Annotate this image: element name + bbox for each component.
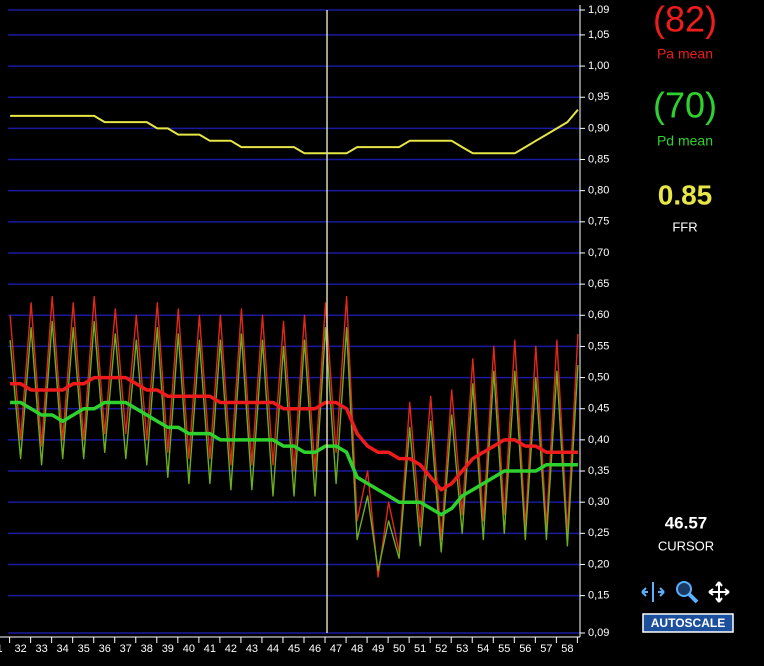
x-tick-label: 32 (14, 643, 26, 655)
series-line (10, 375, 578, 492)
x-tick-label: 37 (120, 643, 132, 655)
series-line (10, 400, 578, 517)
zoom-handle (687, 592, 699, 604)
readout-label: FFR (672, 219, 697, 234)
toolbar-icons (641, 581, 730, 604)
x-tick-label: 58 (561, 643, 573, 655)
x-tick-label: 45 (288, 643, 300, 655)
y-tick-label: 0,90 (588, 122, 609, 134)
x-tick-label: 40 (183, 643, 195, 655)
x-tick-label: 57 (540, 643, 552, 655)
cursor-value: 46.57 (665, 513, 708, 532)
y-tick-label: 1,00 (588, 60, 609, 72)
move-icon[interactable] (708, 581, 730, 603)
y-tick-label: 0,15 (588, 590, 609, 602)
x-tick-label: 47 (330, 643, 342, 655)
y-tick-label: 0,35 (588, 465, 609, 477)
autoscale-button[interactable] (642, 613, 734, 633)
x-tick-label: 51 (414, 643, 426, 655)
y-tick-label: 0,45 (588, 403, 609, 415)
y-tick-label: 0,40 (588, 434, 609, 446)
x-tick-label: 41 (204, 643, 216, 655)
x-tick-label: 36 (99, 643, 111, 655)
y-tick-label: 0,75 (588, 216, 609, 228)
pan-icon[interactable] (641, 582, 665, 602)
x-tick-label: 48 (351, 643, 363, 655)
x-tick-label: 56 (519, 643, 531, 655)
x-tick-label: 49 (372, 643, 384, 655)
zoom-icon[interactable] (676, 581, 692, 597)
x-tick-label: 54 (477, 643, 489, 655)
autoscale-label[interactable]: AUTOSCALE (651, 616, 725, 630)
readout-label: Pd mean (657, 133, 713, 149)
readout-value: (82) (653, 0, 717, 40)
y-tick-label: 0,70 (588, 247, 609, 259)
x-tick-label: 55 (498, 643, 510, 655)
y-tick-label: 0,50 (588, 371, 609, 383)
y-tick-label: 0,20 (588, 558, 609, 570)
y-tick-label: 0,09 (588, 627, 609, 639)
y-tick-label: 0,25 (588, 527, 609, 539)
x-tick-label: 53 (456, 643, 468, 655)
x-tick-label: 38 (141, 643, 153, 655)
y-tick-label: 1,05 (588, 29, 609, 41)
x-tick-label: 1 (0, 643, 3, 655)
x-tick-label: 42 (225, 643, 237, 655)
y-tick-label: 0,55 (588, 340, 609, 352)
y-tick-label: 0,80 (588, 185, 609, 197)
cursor-label: CURSOR (658, 538, 714, 553)
x-tick-label: 50 (393, 643, 405, 655)
x-tick-label: 35 (78, 643, 90, 655)
series-line (9, 320, 579, 572)
y-tick-label: 0,30 (588, 496, 609, 508)
x-tick-label: 39 (162, 643, 174, 655)
x-tick-label: 43 (246, 643, 258, 655)
y-tick-label: 1,09 (588, 4, 609, 16)
x-tick-label: 33 (36, 643, 48, 655)
readout-value: (70) (653, 85, 717, 126)
series-line (9, 295, 579, 578)
x-tick-label: 46 (309, 643, 321, 655)
x-tick-label: 44 (267, 643, 279, 655)
x-tick-label: 34 (57, 643, 69, 655)
series-line (10, 109, 579, 155)
x-tick-label: 52 (435, 643, 447, 655)
y-tick-label: 0,85 (588, 153, 609, 165)
readout-value: 0.85 (658, 179, 713, 210)
y-tick-label: 0,60 (588, 309, 609, 321)
readout-label: Pa mean (657, 46, 713, 62)
y-tick-label: 0,95 (588, 91, 609, 103)
y-tick-label: 0,65 (588, 278, 609, 290)
